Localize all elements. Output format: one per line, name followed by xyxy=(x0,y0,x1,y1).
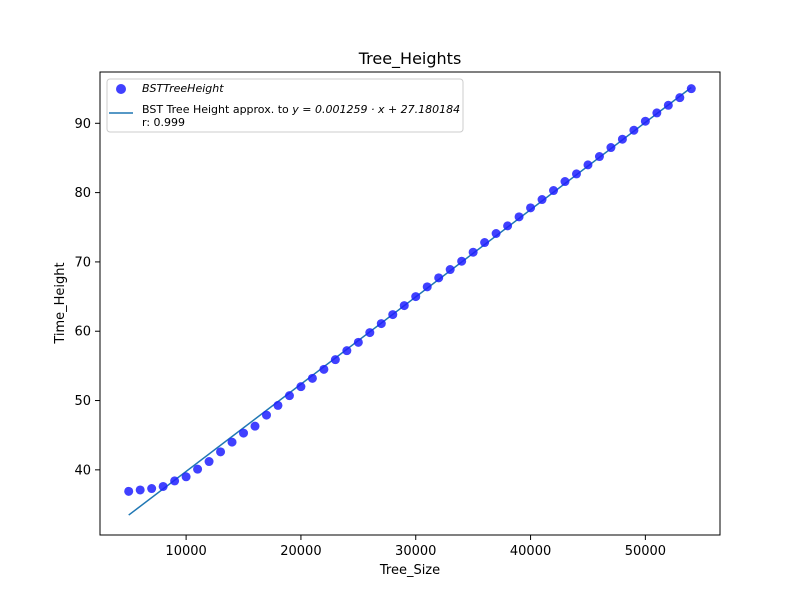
scatter-point xyxy=(560,177,570,187)
scatter-point xyxy=(296,382,306,392)
legend-box xyxy=(106,78,464,133)
scatter-point xyxy=(388,310,398,320)
legend-label-fit-line: BST Tree Height approx. to y = 0.001259 … xyxy=(142,103,460,116)
scatter-point xyxy=(147,484,157,494)
scatter-point xyxy=(434,273,444,283)
y-axis-label: Time_Height xyxy=(53,262,68,344)
x-tick-label: 40000 xyxy=(510,544,551,559)
scatter-point xyxy=(193,464,203,474)
chart-title: Tree_Heights xyxy=(358,49,462,69)
scatter-point xyxy=(216,447,226,457)
x-tick-label: 10000 xyxy=(165,544,206,559)
scatter-point xyxy=(571,169,581,179)
scatter-point xyxy=(537,195,547,205)
scatter-point xyxy=(675,93,685,103)
plot-area xyxy=(124,84,696,516)
y-axis: 40 50 60 70 80 90 xyxy=(74,117,100,478)
y-tick-label: 90 xyxy=(74,117,91,132)
legend-label-fit-r: r: 0.999 xyxy=(142,116,185,129)
scatter-point xyxy=(480,238,490,248)
y-tick-label: 60 xyxy=(74,325,91,340)
scatter-point xyxy=(663,100,673,110)
scatter-point xyxy=(170,476,180,486)
scatter-point xyxy=(181,472,191,482)
scatter-point xyxy=(261,410,271,420)
scatter-point xyxy=(239,428,249,438)
scatter-point xyxy=(686,84,696,94)
scatter-point xyxy=(640,116,650,126)
scatter-point xyxy=(365,328,375,338)
scatter-point xyxy=(124,486,134,496)
scatter-point xyxy=(353,337,363,347)
scatter-point xyxy=(491,228,501,238)
axes-frame xyxy=(99,71,721,536)
scatter-point xyxy=(468,247,478,257)
scatter-point xyxy=(376,319,386,329)
legend-label-scatter: BSTTreeHeight xyxy=(142,82,224,95)
scatter-point xyxy=(606,143,616,153)
scatter-point xyxy=(422,282,432,292)
scatter-point xyxy=(135,485,145,495)
scatter-point xyxy=(307,373,317,383)
scatter-point xyxy=(342,346,352,356)
scatter-point xyxy=(330,355,340,365)
scatter-point xyxy=(284,391,294,401)
scatter-point xyxy=(250,421,260,431)
legend-fit-prefix: BST Tree Height approx. to xyxy=(142,103,292,116)
legend-marker-scatter xyxy=(116,84,126,94)
scatter-point xyxy=(652,108,662,118)
scatter-point xyxy=(594,152,604,162)
scatter-point xyxy=(158,481,168,491)
x-tick-label: 20000 xyxy=(280,544,321,559)
y-tick-label: 80 xyxy=(74,186,91,201)
scatter-point xyxy=(526,203,536,213)
scatter-point xyxy=(204,457,214,467)
y-tick-label: 50 xyxy=(74,394,91,409)
scatter-point xyxy=(514,212,524,222)
y-tick-label: 40 xyxy=(74,463,91,478)
scatter-point xyxy=(503,221,513,231)
scatter-point xyxy=(319,364,329,374)
scatter-point xyxy=(411,292,421,302)
legend: BSTTreeHeight BST Tree Height approx. to… xyxy=(106,78,464,133)
scatter-point xyxy=(445,265,455,275)
legend-fit-formula: y = 0.001259 · x + 27.180184 xyxy=(291,103,460,116)
x-tick-label: 30000 xyxy=(395,544,436,559)
y-tick-label: 70 xyxy=(74,255,91,270)
scatter-point xyxy=(549,186,559,196)
scatter-point xyxy=(399,301,409,311)
scatter-point xyxy=(457,256,467,266)
scatter-point xyxy=(583,160,593,170)
x-tick-label: 50000 xyxy=(625,544,666,559)
scatter-point xyxy=(273,400,283,410)
x-axis: 10000 20000 30000 40000 50000 xyxy=(165,535,666,559)
x-axis-label: Tree_Size xyxy=(379,563,440,578)
scatter-point xyxy=(629,125,639,135)
scatter-point xyxy=(617,134,627,144)
scatter-point xyxy=(227,437,237,447)
